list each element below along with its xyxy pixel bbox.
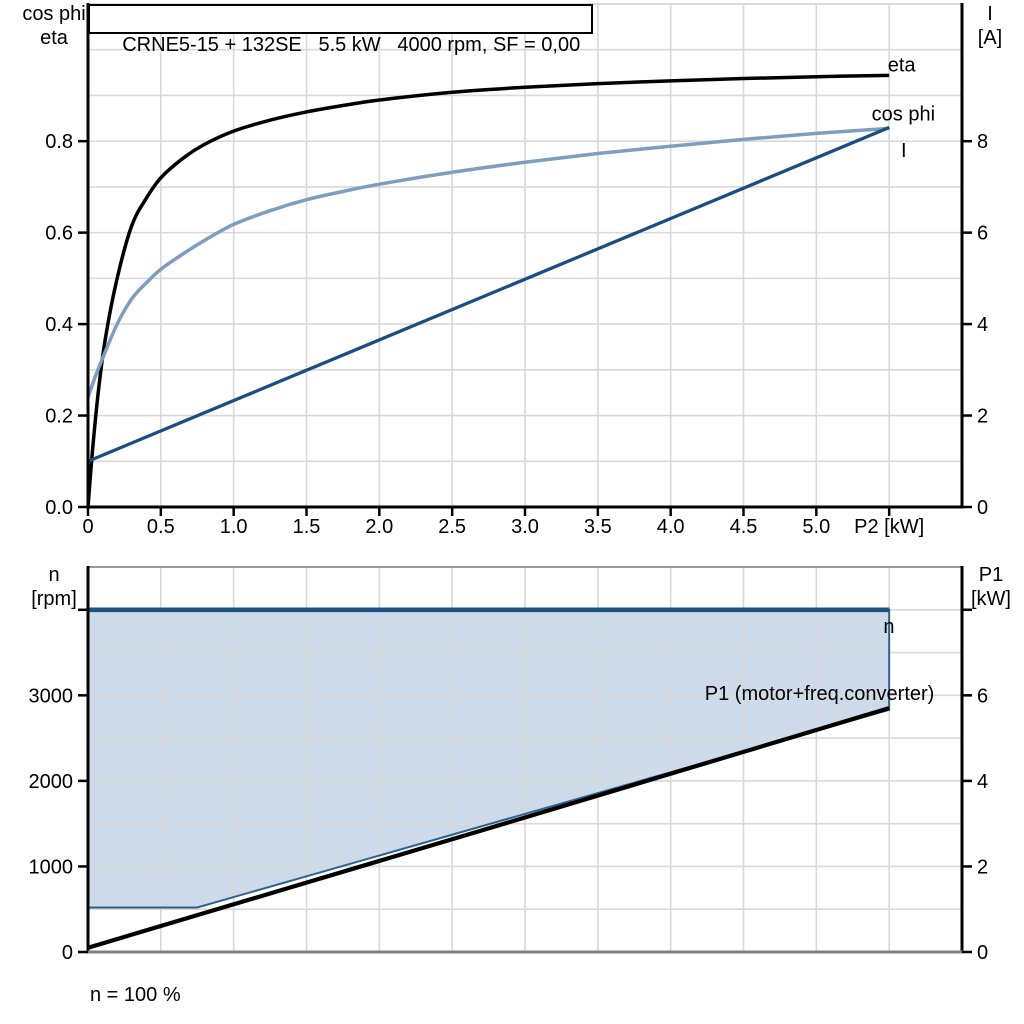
p1-axis-title-line1: P1 xyxy=(978,564,1004,586)
x-axis-tick-label: 2.0 xyxy=(365,516,393,538)
left-axis-tick-label: 0.4 xyxy=(45,314,73,336)
right-axis-tick-label: 2 xyxy=(977,406,988,428)
title-box: CRNE5-15 + 132SE 5.5 kW 4000 rpm, SF = 0… xyxy=(88,4,593,56)
right-axis-title-line2: [A] xyxy=(977,27,1003,49)
x-axis-tick-label: 0 xyxy=(82,516,93,538)
right-axis-tick-label: 6 xyxy=(977,685,988,707)
curve-label-n: n xyxy=(883,616,894,638)
x-axis-tick-label: 4.5 xyxy=(730,516,758,538)
curve-label-eta: eta xyxy=(888,55,917,77)
bottom-chart-left-axis-title: n [rpm] xyxy=(10,563,98,611)
x-axis-tick-label: 3.5 xyxy=(584,516,612,538)
left-axis-tick-label: 3000 xyxy=(29,685,74,707)
x-axis-tick-label: 3.0 xyxy=(511,516,539,538)
top-chart-left-axis-title: cos phi eta xyxy=(10,2,98,50)
curve-label-cos-phi: cos phi xyxy=(872,104,935,126)
cos-phi-curve xyxy=(86,126,890,398)
x-axis-tick-label: P2 [kW] xyxy=(854,516,924,538)
left-axis-tick-label: 0.8 xyxy=(45,131,73,153)
top-chart-right-axis-title: I [A] xyxy=(960,2,1020,50)
speed-axis-title-line1: n xyxy=(48,564,60,586)
speed-envelope-fill xyxy=(88,609,890,908)
left-axis-tick-label: 0 xyxy=(62,942,73,964)
left-axis-tick-label: 0.0 xyxy=(45,497,73,519)
x-axis-tick-label: 1.0 xyxy=(220,516,248,538)
curve-label-p1-motor-freq-converter-: P1 (motor+freq.converter) xyxy=(705,683,935,705)
right-axis-tick-label: 2 xyxy=(977,856,988,878)
eta-curve xyxy=(86,73,890,508)
left-axis-tick-label: 2000 xyxy=(29,771,74,793)
right-axis-tick-label: 4 xyxy=(977,314,988,336)
curve-label-i: I xyxy=(901,140,907,162)
left-axis-tick-label: 0.6 xyxy=(45,223,73,245)
right-axis-tick-label: 8 xyxy=(977,131,988,153)
right-axis-tick-label: 4 xyxy=(977,771,988,793)
x-axis-tick-label: 0.5 xyxy=(147,516,175,538)
p1-axis-title-line2: [kW] xyxy=(971,588,1011,610)
speed-axis-title-line2: [rpm] xyxy=(31,588,77,610)
right-axis-tick-label: 0 xyxy=(977,942,988,964)
x-axis-tick-label: 2.5 xyxy=(438,516,466,538)
p1-motor-freq-converter--curve xyxy=(87,706,890,950)
bottom-chart-right-axis-title: P1 [kW] xyxy=(960,563,1022,611)
x-axis-tick-label: 5.0 xyxy=(802,516,830,538)
right-axis-tick-label: 0 xyxy=(977,497,988,519)
left-axis-tick-label: 0.2 xyxy=(45,406,73,428)
x-axis-tick-label: 4.0 xyxy=(657,516,685,538)
title-text: CRNE5-15 + 132SE 5.5 kW 4000 rpm, SF = 0… xyxy=(122,34,581,56)
i-curve xyxy=(87,125,890,463)
left-axis-tick-label: 1000 xyxy=(29,856,74,878)
speed-percent-note: n = 100 % xyxy=(90,984,181,1006)
left-axis-title-line2: eta xyxy=(40,27,68,49)
right-axis-tick-label: 6 xyxy=(977,223,988,245)
right-axis-title-line1: I xyxy=(987,3,993,25)
x-axis-tick-label: 1.5 xyxy=(293,516,321,538)
left-axis-title-line1: cos phi xyxy=(22,3,86,25)
